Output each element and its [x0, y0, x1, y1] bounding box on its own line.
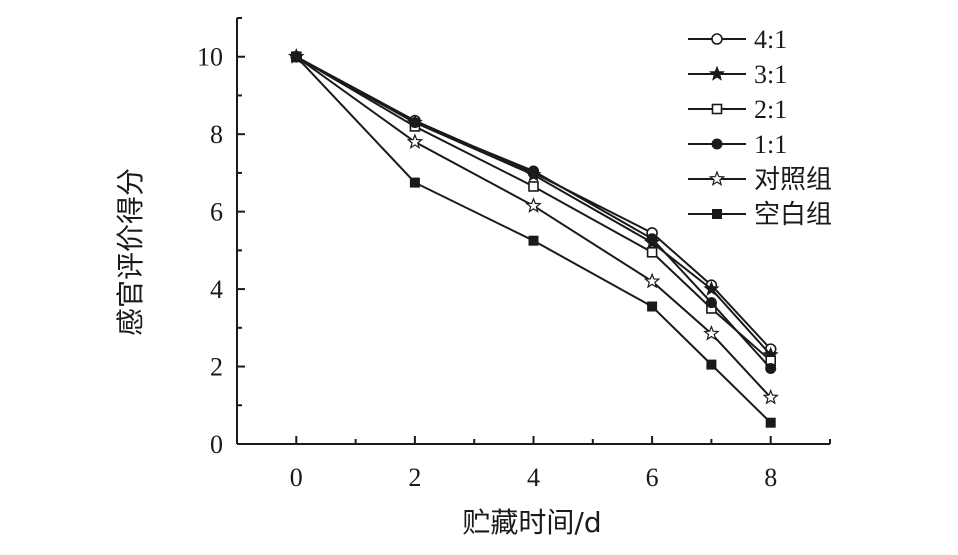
legend-item: 3:1 [688, 60, 787, 89]
x-tick-label: 2 [408, 463, 421, 492]
y-axis-title: 感官评价得分 [114, 168, 147, 336]
legend-item: 4:1 [688, 25, 787, 54]
series-line [295, 55, 772, 399]
series-layer [288, 48, 779, 428]
legend-item: 空白组 [688, 200, 832, 229]
legend-label: 对照组 [754, 165, 832, 194]
legend-item: 对照组 [688, 165, 832, 194]
x-tick-label: 0 [290, 463, 303, 492]
series-4 [290, 51, 777, 374]
legend-label: 3:1 [754, 60, 787, 89]
series-line [295, 55, 772, 370]
data-point [409, 117, 421, 129]
y-tick-label: 2 [210, 353, 223, 382]
legend-label: 4:1 [754, 25, 787, 54]
data-point [525, 197, 542, 213]
legend-label: 空白组 [754, 200, 832, 229]
legend-marker [711, 33, 723, 45]
series-line [295, 55, 772, 362]
y-tick-label: 4 [210, 275, 223, 304]
data-point [765, 417, 776, 428]
x-tick-label: 8 [764, 463, 777, 492]
series-6 [291, 51, 776, 428]
data-point [706, 359, 717, 370]
data-point [406, 133, 424, 149]
y-tick-label: 0 [210, 430, 223, 459]
data-point [647, 301, 658, 312]
data-point [703, 280, 720, 296]
legend-item: 2:1 [688, 95, 787, 124]
data-point [646, 247, 658, 258]
series-line [295, 55, 772, 350]
legend-label: 1:1 [754, 130, 787, 159]
x-tick-label: 6 [646, 463, 659, 492]
series-line [295, 56, 772, 424]
legend-marker [712, 209, 722, 219]
legend-marker [711, 138, 723, 150]
legend-item: 1:1 [688, 130, 787, 159]
legend-marker [709, 65, 725, 81]
data-point [528, 181, 539, 192]
data-point [643, 272, 661, 289]
data-point [705, 297, 717, 309]
legend-marker [708, 170, 726, 187]
data-point [528, 165, 539, 177]
legend-marker [711, 103, 723, 115]
y-tick-label: 6 [210, 198, 223, 227]
axes: 0 2 4 6 8 10 0 2 4 6 8 [197, 17, 831, 492]
data-point [528, 235, 539, 246]
data-point [765, 362, 777, 374]
data-point [646, 233, 658, 245]
series-5 [288, 48, 779, 405]
x-axis-title: 贮藏时间/d [462, 506, 601, 539]
x-tick-label: 4 [527, 463, 540, 492]
data-point [703, 324, 720, 341]
y-tick-label: 10 [197, 43, 223, 72]
data-point [409, 177, 420, 188]
legend-label: 2:1 [754, 95, 787, 124]
data-point [762, 388, 779, 405]
y-tick-label: 8 [210, 120, 223, 149]
data-point [291, 51, 302, 62]
